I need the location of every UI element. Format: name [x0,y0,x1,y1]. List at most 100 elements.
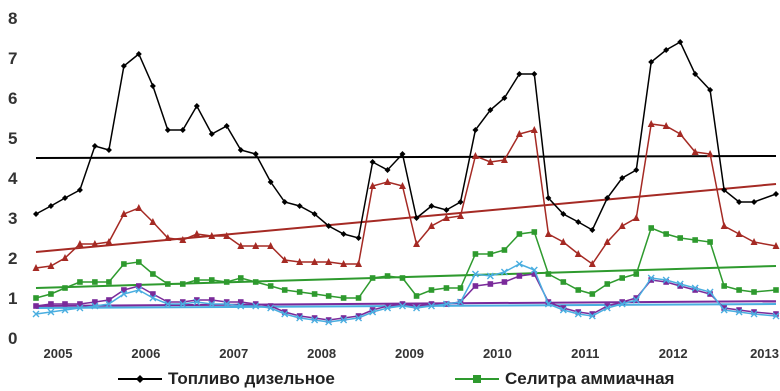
data-point [721,305,727,311]
data-point [237,242,245,249]
data-point [340,315,347,321]
data-point [559,238,567,245]
data-point [121,261,127,267]
data-point [677,235,684,241]
data-point [105,147,112,153]
data-point [691,148,699,155]
data-point [48,291,54,297]
y-tick-label: 6 [8,89,17,108]
data-point [633,271,640,277]
data-point [77,301,83,307]
data-point [443,285,450,291]
data-point [32,264,40,271]
data-point [267,304,275,312]
data-point [325,258,333,265]
data-point [516,273,523,279]
data-point [648,59,655,65]
data-point [252,242,260,249]
data-point [105,238,113,245]
series-line [35,227,777,299]
data-point [707,87,714,93]
data-point [486,272,494,280]
data-point [208,232,216,239]
data-point [707,291,713,297]
data-point [604,303,611,309]
data-point [603,304,611,312]
data-point [355,295,362,301]
data-point [208,277,215,283]
y-tick-label: 0 [8,329,17,348]
data-point [647,120,655,127]
data-point [530,266,538,274]
data-point [545,195,552,201]
y-tick-label: 2 [8,249,17,268]
y-tick-label: 8 [8,9,17,28]
data-point [252,302,260,310]
data-point [603,238,611,245]
data-point [311,258,319,265]
data-point [619,175,626,181]
data-point [296,203,303,209]
series-line [35,40,777,239]
data-point [662,276,670,284]
data-point [179,236,187,243]
data-point [252,151,259,157]
legend-item-diesel: Топливо дизельное [118,367,335,391]
data-point [692,71,699,77]
data-point [736,199,743,205]
data-point [164,127,171,133]
data-point [691,284,699,292]
data-point [531,71,538,77]
data-point [164,300,172,308]
series-0 [33,39,779,241]
data-point [237,299,244,305]
data-point [773,311,779,317]
data-point [413,240,421,247]
data-point [399,301,406,307]
data-point [325,223,332,229]
data-point [735,230,743,237]
data-point [76,304,84,312]
data-point [516,71,523,77]
data-point [427,302,435,310]
data-point [223,279,230,285]
data-point [267,283,274,289]
data-point [281,256,289,263]
data-point [515,260,523,268]
data-point [340,295,347,301]
data-point [325,317,332,323]
data-point [721,283,727,289]
data-point [457,199,464,205]
data-point [428,203,435,209]
data-point [105,300,113,308]
x-tick-label: 2007 [219,346,248,361]
data-point [721,187,728,193]
data-point [472,251,479,257]
data-point [384,273,391,279]
data-point [588,260,596,267]
data-point [632,214,640,221]
data-point [413,215,420,221]
data-point [208,300,216,308]
data-point [471,152,479,159]
data-point [149,294,157,302]
legend-symbol-diesel [118,375,162,383]
data-point [61,306,69,314]
data-point [62,301,68,307]
y-tick-label: 1 [8,289,17,308]
data-point [76,240,84,247]
x-axis-ticks: 2005 2006 2007 2008 2009 2010 2011 2012 2013 [44,346,779,361]
data-point [223,300,231,308]
data-point [136,283,142,289]
series-line [35,123,777,269]
data-point [384,178,392,185]
legend-label-diesel: Топливо дизельное [168,369,335,388]
data-point [647,274,655,282]
data-point [193,298,201,306]
data-point [267,242,275,249]
data-point [398,302,406,310]
data-point [369,308,377,316]
data-point [589,291,596,297]
data-point [150,291,156,297]
